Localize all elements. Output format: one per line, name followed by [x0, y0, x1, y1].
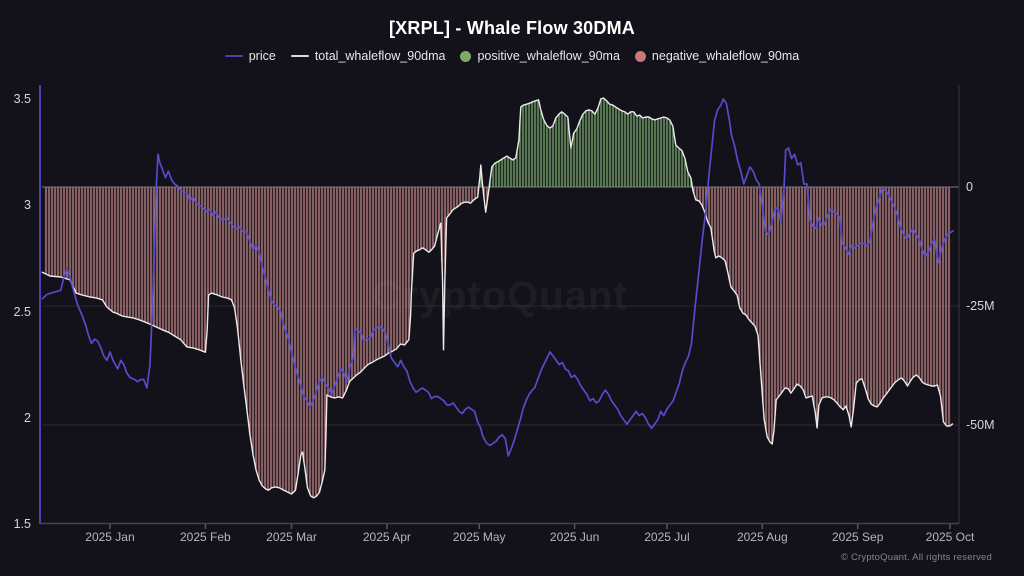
- x-axis-label: 2025 Oct: [925, 530, 975, 544]
- x-axis-label: 2025 Sep: [831, 530, 884, 544]
- legend-label: positive_whaleflow_90ma: [477, 49, 620, 63]
- cryptoquant-watermark: CryptoQuant: [372, 274, 628, 318]
- x-axis-label: 2025 Mar: [266, 530, 317, 544]
- x-axis-label: 2025 Jan: [85, 530, 135, 544]
- negative-whaleflow-bar-cores: [45, 187, 950, 498]
- legend-item-negative-whaleflow[interactable]: negative_whaleflow_90ma: [634, 49, 800, 63]
- x-axis-label: 2025 Jun: [549, 530, 600, 544]
- legend-label: total_whaleflow_90dma: [314, 49, 446, 63]
- price-axis-label: 3.5: [13, 92, 31, 106]
- legend-item-total-whaleflow[interactable]: total_whaleflow_90dma: [290, 49, 446, 63]
- whaleflow-axis-label: -25M: [966, 299, 995, 313]
- x-axis-label: 2025 Jul: [644, 530, 690, 544]
- legend-item-price[interactable]: price: [224, 49, 276, 63]
- total-whaleflow-line-marker: [290, 54, 309, 58]
- x-axis-label: 2025 Feb: [180, 530, 231, 544]
- chart-title: [XRPL] - Whale Flow 30DMA: [388, 18, 635, 38]
- legend-label: price: [248, 49, 276, 63]
- positive-whaleflow-bar-cores: [480, 98, 692, 188]
- total-whaleflow-line: [41, 97, 954, 499]
- price-line-marker: [224, 54, 243, 58]
- legend: price total_whaleflow_90dma positive_wha…: [0, 49, 1024, 63]
- price-line: [41, 98, 954, 457]
- legend-label: negative_whaleflow_90ma: [651, 49, 800, 63]
- footer-copyright: © CryptoQuant. All rights reserved: [840, 552, 992, 563]
- whaleflow-axis-label: -50M: [966, 418, 995, 432]
- whaleflow-axis-label: 0: [966, 180, 973, 194]
- positive-whaleflow-dot-marker: [460, 50, 472, 62]
- x-axis-label: 2025 May: [452, 530, 506, 544]
- price-axis-label: 3: [24, 198, 31, 213]
- x-axis-label: 2025 Aug: [736, 530, 788, 544]
- negative-whaleflow-dot-marker: [634, 50, 646, 62]
- price-axis-label: 2.5: [13, 304, 31, 319]
- price-axis-label: 1.5: [13, 517, 31, 531]
- x-axis-label: 2025 Apr: [362, 530, 411, 544]
- price-axis-label: 2: [24, 410, 31, 425]
- legend-item-positive-whaleflow[interactable]: positive_whaleflow_90ma: [460, 49, 620, 63]
